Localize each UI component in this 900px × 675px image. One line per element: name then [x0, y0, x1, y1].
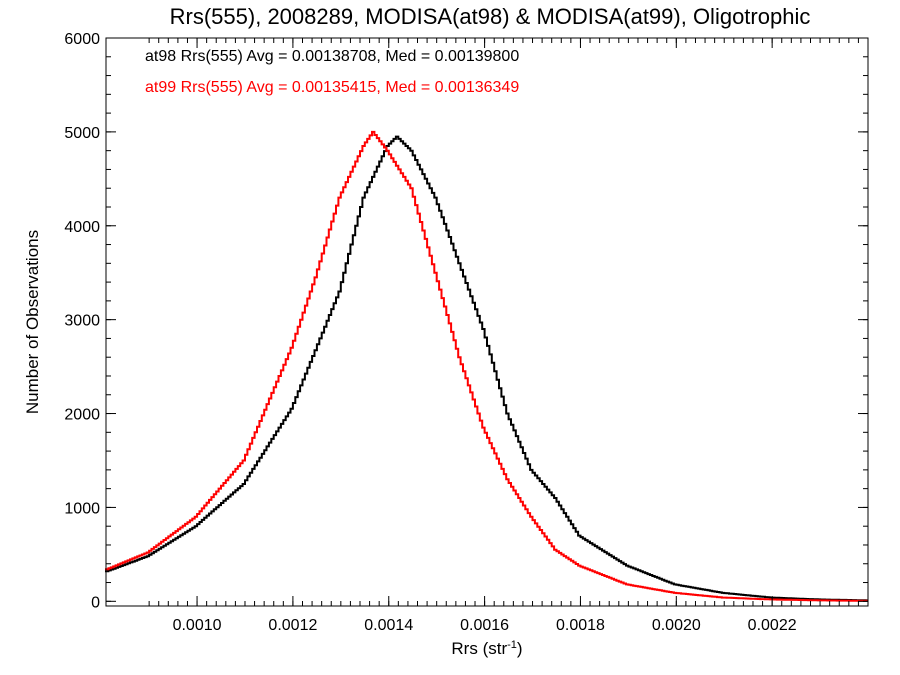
y-tick-label: 5000 — [64, 125, 100, 142]
x-tick-label: 0.0018 — [556, 617, 605, 634]
x-axis-label-superscript: -1 — [507, 639, 517, 651]
y-tick-label: 2000 — [64, 407, 100, 424]
legend-entry-at98: at98 Rrs(555) Avg = 0.00138708, Med = 0.… — [145, 48, 519, 65]
x-tick-label: 0.0020 — [652, 617, 701, 634]
x-tick-label: 0.0016 — [460, 617, 509, 634]
x-axis-label: Rrs (str-1) — [451, 639, 522, 658]
y-axis-label: Number of Observations — [23, 230, 42, 414]
x-axis-label-close: ) — [517, 639, 523, 658]
chart-title: Rrs(555), 2008289, MODISA(at98) & MODISA… — [170, 4, 811, 29]
y-tick-label: 0 — [91, 594, 100, 611]
y-tick-label: 3000 — [64, 313, 100, 330]
y-tick-label: 4000 — [64, 219, 100, 236]
plot-frame — [105, 37, 869, 607]
legend-entry-at99: at99 Rrs(555) Avg = 0.00135415, Med = 0.… — [145, 79, 519, 96]
series-at99-line — [105, 130, 868, 602]
y-tick-label: 6000 — [64, 31, 100, 48]
y-tick-label: 1000 — [64, 500, 100, 517]
ticks-layer: 0.0010 0.0012 0.0014 0.0016 0.0018 0.0020 0.00… — [64, 31, 868, 634]
x-tick-label: 0.0022 — [748, 617, 797, 634]
x-tick-label: 0.0014 — [364, 617, 413, 634]
x-axis-label-main: Rrs (str — [451, 639, 507, 658]
series-at98-line — [105, 135, 868, 602]
series-layer — [105, 130, 868, 602]
x-tick-label: 0.0010 — [173, 617, 222, 634]
x-tick-label: 0.0012 — [268, 617, 317, 634]
